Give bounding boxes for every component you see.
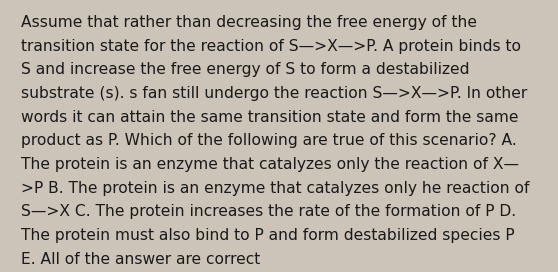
Text: E. All of the answer are correct: E. All of the answer are correct: [21, 252, 261, 267]
Text: >P B. The protein is an enzyme that catalyzes only he reaction of: >P B. The protein is an enzyme that cata…: [21, 181, 530, 196]
Text: product as P. Which of the following are true of this scenario? A.: product as P. Which of the following are…: [21, 133, 517, 148]
Text: words it can attain the same transition state and form the same: words it can attain the same transition …: [21, 110, 519, 125]
Text: Assume that rather than decreasing the free energy of the: Assume that rather than decreasing the f…: [21, 15, 477, 30]
Text: The protein must also bind to P and form destabilized species P: The protein must also bind to P and form…: [21, 228, 515, 243]
Text: The protein is an enzyme that catalyzes only the reaction of X—: The protein is an enzyme that catalyzes …: [21, 157, 519, 172]
Text: S and increase the free energy of S to form a destabilized: S and increase the free energy of S to f…: [21, 62, 470, 77]
Text: substrate (s). s fan still undergo the reaction S—>X—>P. In other: substrate (s). s fan still undergo the r…: [21, 86, 527, 101]
Text: transition state for the reaction of S—>X—>P. A protein binds to: transition state for the reaction of S—>…: [21, 39, 521, 54]
Text: S—>X C. The protein increases the rate of the formation of P D.: S—>X C. The protein increases the rate o…: [21, 204, 516, 219]
